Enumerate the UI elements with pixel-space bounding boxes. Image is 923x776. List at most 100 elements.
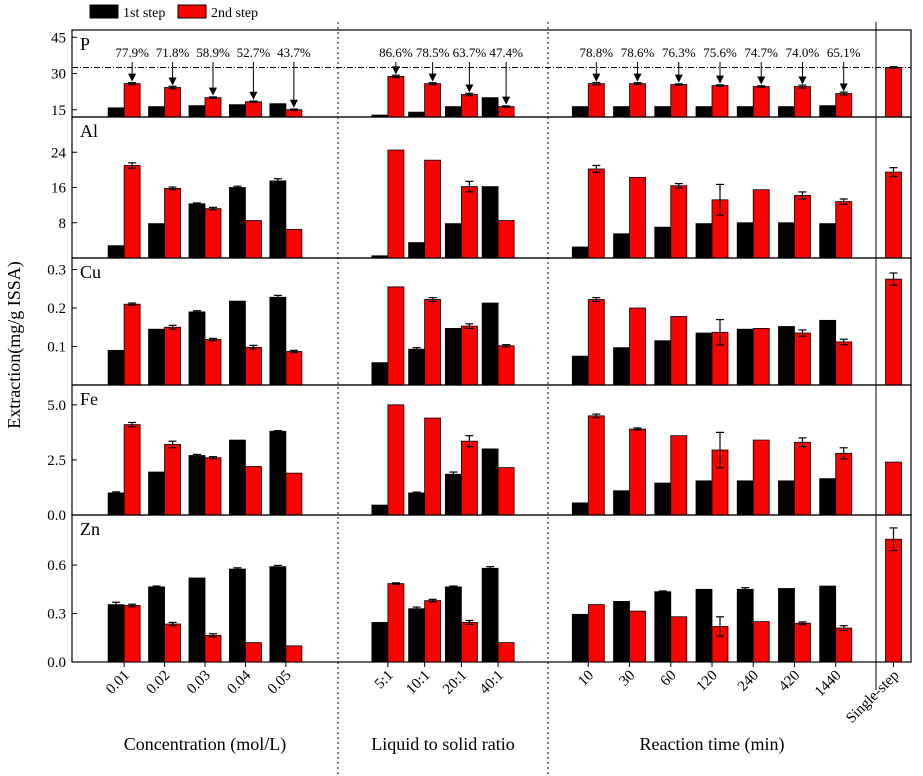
error-bar [193,310,201,314]
bar [670,185,688,259]
panel-label: Fe [80,389,98,409]
error-bar [889,272,898,286]
bar [269,430,287,516]
bar [107,604,125,663]
bar [148,223,165,259]
bar [444,106,462,118]
bar [481,302,499,386]
bar [736,588,754,663]
group-label: Liquid to solid ratio [371,734,515,754]
bar [107,245,125,259]
bar [123,605,141,663]
bar [497,345,515,386]
bar [752,86,770,118]
error-bar [233,567,242,572]
bar [460,440,478,516]
bar [424,83,442,118]
group-label: Reaction time (min) [640,734,785,755]
error-bar [112,601,121,608]
percent-label: 52.7% [237,45,271,60]
error-bar [428,82,437,86]
bar [387,583,405,663]
bar [794,622,811,663]
bar [695,106,713,118]
bar [835,627,853,663]
error-bar [757,85,766,88]
bar [629,610,646,663]
bar [670,84,688,118]
percent-label: 74.7% [744,45,778,60]
error-bar [889,527,898,552]
bar [269,296,287,386]
bar [819,105,837,118]
error-bar [152,585,161,589]
bar [269,103,287,118]
bar [497,220,515,259]
y-tick-label: 16 [51,181,67,197]
bar [481,97,499,118]
y-tick-label: 0.0 [47,508,66,524]
y-tick-label: 5.0 [47,398,66,414]
error-bar [465,323,474,330]
bar [695,223,713,259]
bar [736,328,754,386]
bar [819,223,837,259]
error-bar [592,297,601,303]
bar [245,642,262,663]
error-bar [716,84,724,87]
percent-label: 76.3% [662,45,696,60]
bar [587,168,605,259]
bar [164,326,181,386]
bar [371,362,389,386]
bar [164,187,181,259]
bar [371,504,389,516]
x-tick-label: 5:1 [372,668,397,693]
arrow-head [839,83,848,92]
bar [654,106,672,118]
error-bar [839,198,848,205]
legend-label: 1st step [123,6,165,21]
error-bar [839,338,848,346]
bar [711,85,729,118]
bar [497,467,515,516]
bar [481,567,499,663]
bar [164,444,181,516]
x-tick-label: 0.01 [103,668,133,698]
bar [408,492,426,516]
arrow-head [289,99,298,108]
panel-label: Zn [80,519,100,539]
bar [107,492,125,516]
bar [204,208,222,259]
error-bar [412,491,421,495]
arrow-head [168,77,177,86]
error-bar [128,302,137,306]
bar [460,94,478,118]
error-bar [716,318,724,346]
error-bar [674,83,683,86]
bar [245,466,262,516]
legend-label: 2nd step [211,6,258,21]
y-tick-label: 2.5 [47,453,66,469]
bar [285,228,303,259]
error-bar [889,167,898,178]
arrow-head [465,84,474,93]
bar [571,246,589,259]
bar [752,439,770,516]
bar [285,472,303,516]
bar [736,106,754,118]
error-bar [233,185,242,190]
error-bar [412,347,421,352]
bar [245,220,262,259]
bar [188,577,206,663]
error-bar [486,566,495,571]
error-bar [428,598,437,603]
error-bar [633,82,642,86]
bar [123,303,141,386]
error-bar [798,621,807,626]
error-bar [128,421,137,428]
percent-label: 78.5% [416,45,450,60]
y-tick-label: 24 [51,145,67,161]
bar [107,107,125,118]
bar [885,171,902,259]
bar [245,346,262,386]
